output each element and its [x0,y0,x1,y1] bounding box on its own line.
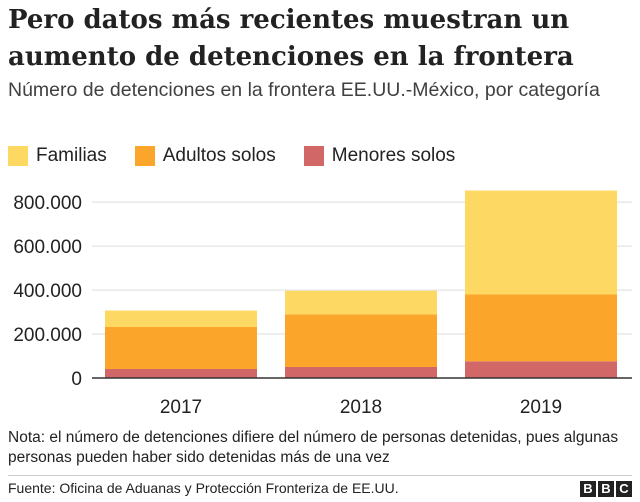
legend-swatch [8,146,28,166]
x-tick-label: 2017 [160,397,202,418]
legend-swatch [134,146,155,166]
bar-segment [105,327,257,369]
legend-label: Familias [36,145,107,166]
legend-label: Menores solos [331,145,456,166]
y-tick-label: 200.000 [13,325,82,346]
y-tick-label: 800.000 [13,193,82,214]
bbc-logo-block: B [598,481,614,497]
stacked-bar-chart: 0 200.000 400.000 600.000 800.000 2017 2018 201… [13,190,632,418]
bbc-logo-block: C [616,481,632,497]
bar-segment [465,294,617,362]
y-tick-label: 600.000 [13,237,82,258]
bar-segment [465,361,617,378]
y-tick-label: 400.000 [13,281,82,302]
bar-segment [285,290,437,315]
legend-item: Familias [8,145,107,167]
x-tick-label: 2018 [340,397,382,418]
legend-label: Adultos solos [162,145,276,166]
bar-segment [285,367,437,378]
chart-note: Nota: el número de detenciones difiere d… [8,429,619,466]
bar-segment [105,368,257,378]
legend-item: Menores solos [303,145,456,167]
legend-swatch [303,146,324,166]
bar-segment [465,190,617,295]
legend-item: Adultos solos [134,145,276,167]
bar-segment [105,310,257,328]
bbc-logo-block: B [580,481,596,497]
source-label: Fuente: Oficina de Aduanas y Protección … [8,480,399,496]
x-tick-label: 2019 [520,397,562,418]
bar-segment [285,314,437,368]
y-tick-label: 0 [71,369,82,390]
chart-subtitle: Número de detenciones en la frontera EE.… [8,79,600,101]
chart-legend: Familias Adultos solos Menores solos [8,145,483,167]
chart-title: Pero datos más recientes muestran un aum… [8,5,574,72]
footer-divider [8,475,632,476]
